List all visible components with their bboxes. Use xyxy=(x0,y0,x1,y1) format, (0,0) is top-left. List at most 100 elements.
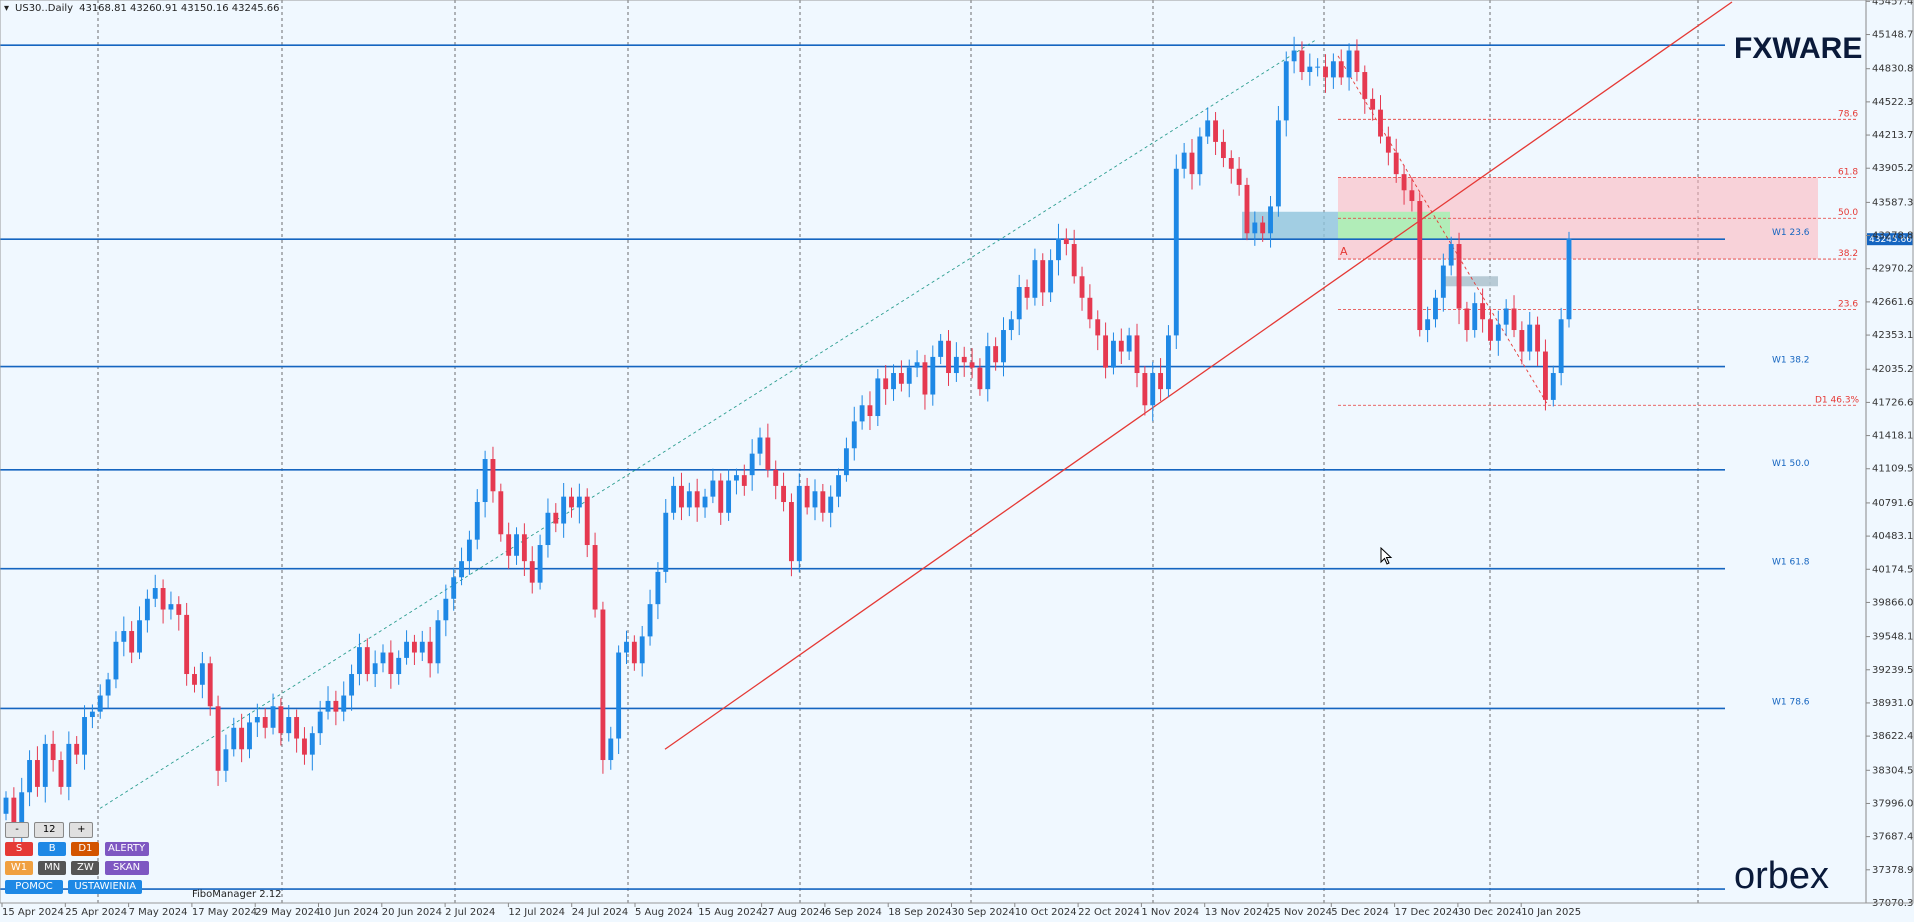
candle-body xyxy=(349,674,355,696)
candle-body xyxy=(961,356,967,363)
time-tick-label: 5 Dec 2024 xyxy=(1331,907,1389,918)
candle-body xyxy=(1315,66,1321,68)
count-field[interactable]: 12 xyxy=(34,822,65,838)
w1-button[interactable]: W1 xyxy=(5,861,33,875)
candle-body xyxy=(254,717,260,723)
time-tick-label: 7 May 2024 xyxy=(129,907,188,918)
price-tick-label: 38304.55 xyxy=(1872,765,1914,776)
candle-body xyxy=(804,485,810,508)
candle-body xyxy=(796,485,802,562)
candle-body xyxy=(1165,335,1171,390)
candle-body xyxy=(1252,222,1258,234)
time-tick-label: 1 Nov 2024 xyxy=(1141,907,1199,918)
candle-body xyxy=(302,738,307,755)
candle-body xyxy=(42,743,48,787)
candle-body xyxy=(1346,50,1352,78)
ustawienia-button[interactable]: USTAWIENIA xyxy=(68,880,143,894)
candle-body xyxy=(569,496,574,508)
candle-body xyxy=(1111,340,1116,368)
fib-levels: 78.6 61.8 50.0 38.2 23.6 D1 46.3% A xyxy=(1338,109,1860,406)
price-tick-label: 43278.80 xyxy=(1872,231,1914,242)
candle-body xyxy=(364,647,370,675)
price-tick-label: 41109.55 xyxy=(1872,464,1914,475)
mouse-cursor-icon xyxy=(1380,547,1393,565)
candle-body xyxy=(1503,308,1509,325)
candle-body xyxy=(1558,319,1564,374)
candle-body xyxy=(1213,120,1218,142)
candle-body xyxy=(1480,303,1486,320)
price-tick-label: 38622.45 xyxy=(1872,731,1914,742)
candle-body xyxy=(404,641,410,658)
candle-body xyxy=(1087,297,1093,320)
zw-button[interactable]: ZW xyxy=(71,861,100,875)
orbex-logo: orbex xyxy=(1734,855,1830,897)
candle-body xyxy=(27,760,32,793)
price-tick-label: 42353.10 xyxy=(1872,330,1914,341)
candle-body xyxy=(631,641,637,664)
price-tick-label: 38931.00 xyxy=(1872,698,1914,709)
fib-label: 50.0 xyxy=(1838,208,1858,218)
candle-body xyxy=(199,663,205,685)
candle-body xyxy=(1323,66,1328,78)
candle-body xyxy=(1370,98,1376,110)
candle-body xyxy=(836,475,841,497)
candle-body xyxy=(1535,324,1541,352)
candle-body xyxy=(1354,50,1360,73)
candle-body xyxy=(1299,50,1305,73)
time-tick-label: 10 Oct 2024 xyxy=(1015,907,1077,918)
candle-body xyxy=(1385,136,1391,153)
candle-body xyxy=(969,362,975,368)
time-tick-label: 20 Jun 2024 xyxy=(382,907,442,918)
candle-body xyxy=(1543,351,1548,400)
candle-body xyxy=(278,706,284,734)
candle-body xyxy=(1401,174,1407,191)
candle-body xyxy=(1495,324,1501,341)
plus-button[interactable]: + xyxy=(69,822,94,838)
candle-body xyxy=(616,652,622,739)
b-button[interactable]: B xyxy=(38,842,67,856)
candle-body xyxy=(1511,308,1517,331)
channel-line xyxy=(99,39,1317,809)
candle-body xyxy=(1283,61,1289,121)
candle-body xyxy=(1095,319,1101,336)
candle-body xyxy=(82,717,87,755)
skan-button[interactable]: SKAN xyxy=(104,861,149,875)
candle-body xyxy=(529,561,535,583)
candle-body xyxy=(867,405,873,417)
price-tick-label: 41726.65 xyxy=(1872,397,1914,408)
candle-body xyxy=(1024,287,1030,298)
price-tick-label: 42970.20 xyxy=(1872,264,1914,275)
price-axis: 45457.40 45148.70 44830.85 44522.30 44213.75… xyxy=(1865,0,1914,909)
mn-button[interactable]: MN xyxy=(38,861,67,875)
candle-body xyxy=(545,512,551,546)
s-button[interactable]: S xyxy=(5,842,33,856)
vertical-grid xyxy=(97,0,1699,903)
time-tick-label: 30 Sep 2024 xyxy=(952,907,1015,918)
price-tick-label: 42035.20 xyxy=(1872,364,1914,375)
menu-icon[interactable]: ▾ xyxy=(4,3,10,14)
price-tick-label: 42661.65 xyxy=(1872,297,1914,308)
candle-body xyxy=(388,652,394,675)
candle-body xyxy=(639,636,645,664)
candle-body xyxy=(1362,72,1368,99)
price-tick-label: 44830.85 xyxy=(1872,64,1914,75)
alerty-button[interactable]: ALERTY xyxy=(104,842,149,856)
candle-body xyxy=(1409,190,1415,202)
time-tick-label: 10 Jan 2025 xyxy=(1521,907,1581,918)
candle-body xyxy=(19,792,25,836)
demand-zone xyxy=(1242,211,1338,240)
candle-body xyxy=(726,480,732,513)
candle-body xyxy=(1417,201,1423,331)
price-tick-label: 44213.75 xyxy=(1872,130,1914,141)
minus-button[interactable]: - xyxy=(5,822,29,838)
candle-body xyxy=(1472,303,1478,331)
current-price-marker xyxy=(1867,233,1913,246)
candle-body xyxy=(930,356,936,395)
candle-body xyxy=(1244,184,1250,234)
pomoc-button[interactable]: POMOC xyxy=(5,880,63,894)
candle-body xyxy=(514,534,519,556)
d1-button[interactable]: D1 xyxy=(71,842,100,856)
candle-body xyxy=(1205,120,1211,137)
